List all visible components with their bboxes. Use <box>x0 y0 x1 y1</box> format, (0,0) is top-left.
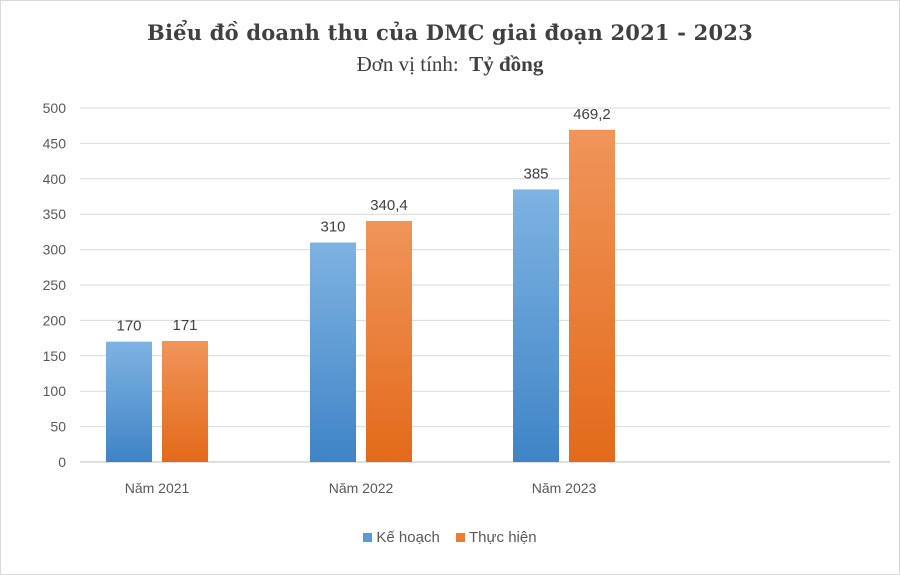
y-tick-label-0: 0 <box>58 454 66 470</box>
legend-swatch-thuc-hien <box>455 533 465 542</box>
x-tick-label-0: Năm 2021 <box>125 480 190 496</box>
y-tick-label-150: 150 <box>43 348 67 364</box>
legend-swatch-ke-hoach <box>363 533 373 542</box>
bars <box>106 129 615 463</box>
y-tick-label-300: 300 <box>43 242 67 258</box>
x-axis: Năm 2021 Năm 2022 Năm 2023 <box>125 480 597 496</box>
legend-label-ke-hoach: Kế hoạch <box>376 529 440 546</box>
y-tick-label-50: 50 <box>50 419 66 435</box>
y-tick-label-350: 350 <box>43 206 67 222</box>
bar-thuc-hien-1 <box>366 220 412 462</box>
chart-title: Biểu đồ doanh thu của DMC giai đoạn 2021… <box>147 20 753 45</box>
data-label-thuc-hien-2: 469,2 <box>573 106 611 123</box>
y-tick-label-500: 500 <box>43 100 67 116</box>
legend-label-thuc-hien: Thực hiện <box>468 529 537 546</box>
y-tick-label-400: 400 <box>43 171 67 187</box>
gridlines <box>80 107 890 463</box>
legend-item-thuc-hien[interactable]: Thực hiện <box>455 529 537 546</box>
data-label-ke-hoach-0: 170 <box>116 318 141 335</box>
bar-thuc-hien-0 <box>162 340 208 462</box>
bar-ke-hoach-0 <box>106 341 152 462</box>
legend: Kế hoạch Thực hiện <box>0 529 900 546</box>
bar-thuc-hien-2 <box>569 129 615 462</box>
data-labels: 170 171 310 340,4 385 469,2 <box>116 106 610 335</box>
y-tick-label-100: 100 <box>43 383 67 399</box>
y-tick-label-250: 250 <box>43 277 67 293</box>
bar-ke-hoach-1 <box>310 242 356 462</box>
chart-subtitle: Đơn vị tính: Tỷ đồng <box>0 52 900 77</box>
data-label-ke-hoach-2: 385 <box>523 165 548 182</box>
data-label-ke-hoach-1: 310 <box>320 219 345 236</box>
data-label-thuc-hien-1: 340,4 <box>370 197 408 214</box>
y-tick-label-450: 450 <box>43 135 67 151</box>
data-label-thuc-hien-0: 171 <box>172 317 197 334</box>
x-tick-label-1: Năm 2022 <box>329 480 394 496</box>
x-tick-label-2: Năm 2023 <box>532 480 597 496</box>
bar-ke-hoach-2 <box>513 189 559 463</box>
y-axis: 0 50 100 150 200 250 300 350 400 450 500 <box>43 100 67 470</box>
legend-item-ke-hoach[interactable]: Kế hoạch <box>363 529 440 546</box>
subtitle-prefix: Đơn vị tính: <box>356 52 459 76</box>
y-tick-label-200: 200 <box>43 312 67 328</box>
subtitle-unit: Tỷ đồng <box>469 52 544 76</box>
